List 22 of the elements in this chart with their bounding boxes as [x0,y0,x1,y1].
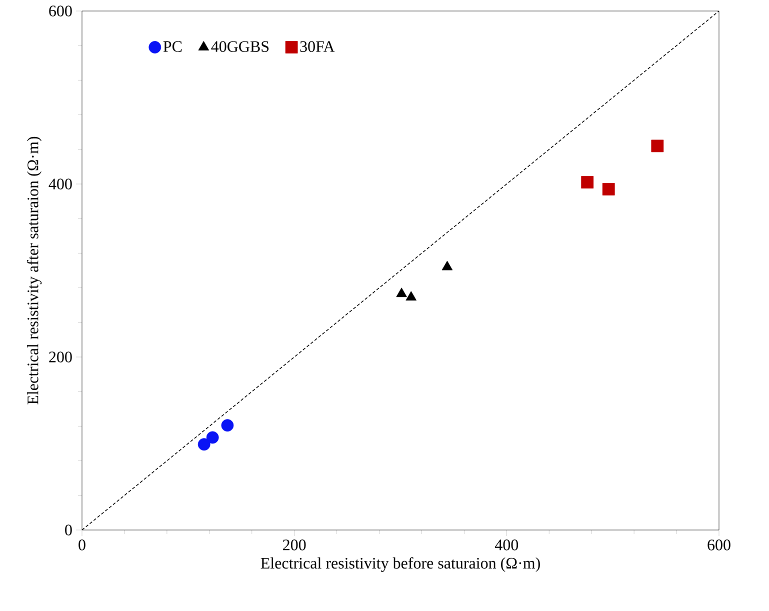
legend-label: PC [163,41,182,52]
point [602,182,615,196]
legend-label: 40GGBS [211,41,269,52]
x-tick-label: 200 [283,540,306,550]
point [442,260,453,270]
point [581,176,594,188]
point [206,431,219,444]
point [406,291,417,301]
x-tick-label: 0 [78,540,86,550]
x-tick-label: 400 [494,540,518,550]
point [396,288,407,298]
legend-label: 30FA [300,41,335,52]
y-tick-label: 200 [49,352,72,362]
point [221,419,234,432]
y-axis-title: Electrical resistivity after saturaion (Ω·m) [26,136,42,404]
x-tick-label: 600 [708,540,730,550]
x-axis-title: Electrical resistivity before saturaion (Ω·m) [260,557,540,572]
point [198,438,210,451]
y-tick-label: 600 [49,6,72,16]
point [651,140,664,152]
y-tick-label: 0 [65,524,72,536]
y-tick-label: 400 [48,178,72,190]
